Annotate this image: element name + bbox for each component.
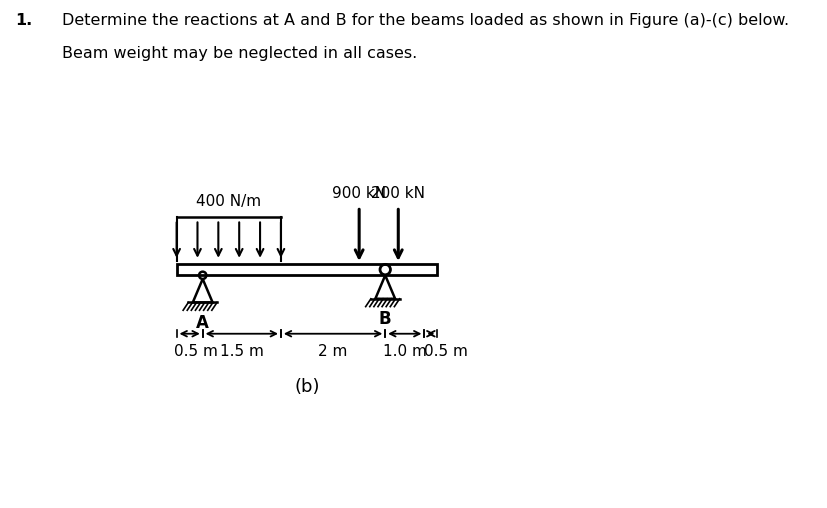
Text: 0.5 m: 0.5 m — [423, 344, 467, 359]
Text: (b): (b) — [294, 378, 319, 396]
Text: 200 kN: 200 kN — [370, 186, 425, 201]
Text: 2 m: 2 m — [318, 344, 347, 359]
Text: Determine the reactions at A and B for the beams loaded as shown in Figure (a)-(: Determine the reactions at A and B for t… — [62, 13, 788, 28]
Text: 1.0 m: 1.0 m — [382, 344, 426, 359]
Text: 1.5 m: 1.5 m — [220, 344, 264, 359]
Text: 900 kN: 900 kN — [332, 186, 385, 201]
Text: 1.: 1. — [15, 13, 32, 28]
Text: Beam weight may be neglected in all cases.: Beam weight may be neglected in all case… — [62, 46, 417, 61]
Text: A: A — [196, 314, 209, 332]
Bar — [176, 264, 437, 275]
Text: 0.5 m: 0.5 m — [174, 344, 218, 359]
Text: 400 N/m: 400 N/m — [196, 194, 261, 209]
Text: B: B — [379, 310, 391, 328]
